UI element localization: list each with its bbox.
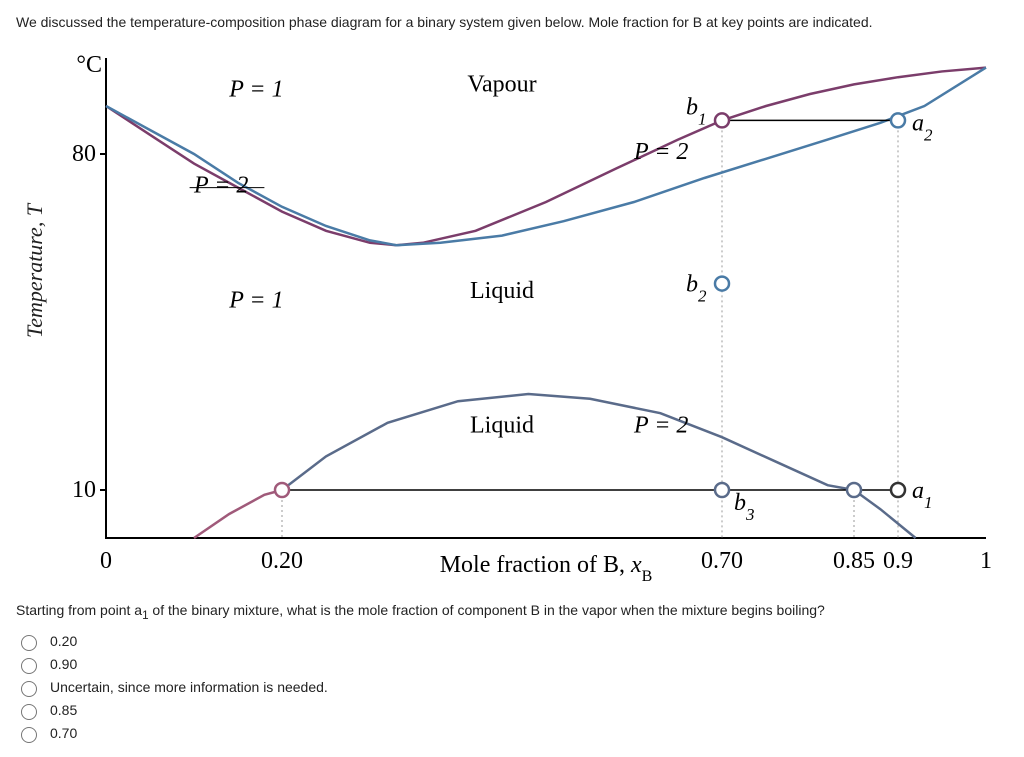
diagram-svg: 80 10 °C 0 0.20 0.70 0.85 0.9 1 Mole fraction of … xyxy=(36,38,996,598)
question-intro: We discussed the temperature-composition… xyxy=(16,14,1008,30)
option-label: Uncertain, since more information is nee… xyxy=(50,679,328,695)
options-list: 0.20 0.90 Uncertain, since more informatio… xyxy=(16,632,1008,743)
svg-text:a1: a1 xyxy=(912,478,933,512)
svg-text:0.9: 0.9 xyxy=(883,548,913,574)
option-radio-4[interactable] xyxy=(21,727,37,743)
option-0[interactable]: 0.20 xyxy=(16,632,1008,651)
y-axis-label: Temperature, T xyxy=(22,204,48,338)
svg-text:P = 2: P = 2 xyxy=(633,139,688,165)
option-2[interactable]: Uncertain, since more information is nee… xyxy=(16,678,1008,697)
option-radio-1[interactable] xyxy=(21,658,37,674)
svg-text:b2: b2 xyxy=(686,272,707,306)
svg-text:b3: b3 xyxy=(734,490,755,524)
svg-text:80: 80 xyxy=(72,141,96,167)
svg-text:1: 1 xyxy=(980,548,992,574)
svg-text:Vapour: Vapour xyxy=(467,72,536,98)
svg-text:0.70: 0.70 xyxy=(701,548,743,574)
option-label: 0.20 xyxy=(50,633,77,649)
option-label: 0.90 xyxy=(50,656,77,672)
option-3[interactable]: 0.85 xyxy=(16,701,1008,720)
option-label: 0.85 xyxy=(50,702,77,718)
svg-text:P = 2: P = 2 xyxy=(193,172,248,198)
option-label: 0.70 xyxy=(50,725,77,741)
svg-text:0.20: 0.20 xyxy=(261,548,303,574)
svg-text:a2: a2 xyxy=(912,110,933,143)
svg-text:Liquid: Liquid xyxy=(470,412,534,438)
svg-text:0.85: 0.85 xyxy=(833,548,875,574)
svg-text:Mole fraction of B, xB: Mole fraction of B, xB xyxy=(440,552,653,585)
svg-text:P = 1: P = 1 xyxy=(228,76,283,102)
option-4[interactable]: 0.70 xyxy=(16,724,1008,743)
question-followup: Starting from point a1 of the binary mix… xyxy=(16,602,1008,622)
svg-text:P = 2: P = 2 xyxy=(633,412,688,438)
svg-text:0: 0 xyxy=(100,548,112,574)
svg-text:°C: °C xyxy=(76,52,102,78)
svg-text:b1: b1 xyxy=(686,94,707,128)
svg-text:Liquid: Liquid xyxy=(470,278,534,304)
option-1[interactable]: 0.90 xyxy=(16,655,1008,674)
phase-diagram: Temperature, T 8010°C00.200.700.850.91Mo… xyxy=(36,38,996,598)
option-radio-3[interactable] xyxy=(21,704,37,720)
option-radio-2[interactable] xyxy=(21,681,37,697)
svg-text:10: 10 xyxy=(72,477,96,503)
svg-text:P = 1: P = 1 xyxy=(228,288,283,314)
option-radio-0[interactable] xyxy=(21,635,37,651)
